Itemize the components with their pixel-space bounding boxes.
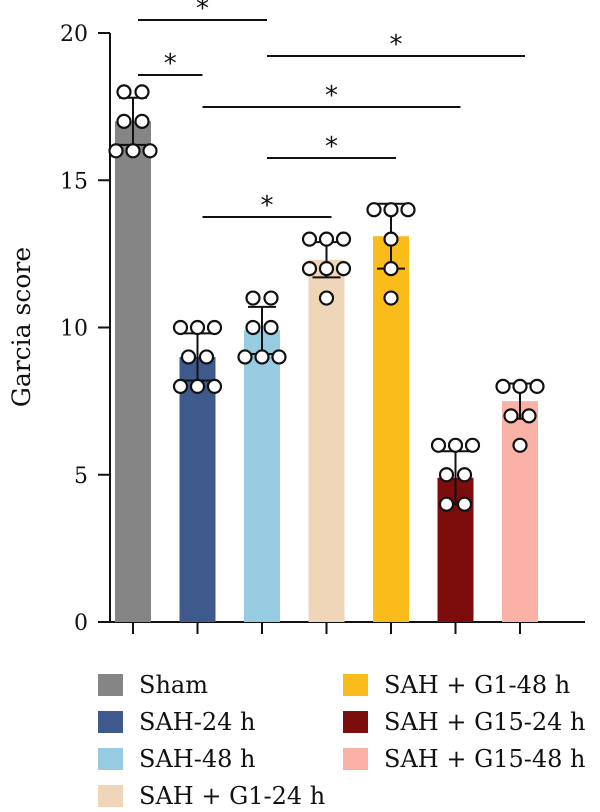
point-0-17-0 xyxy=(116,113,132,129)
bar-0 xyxy=(115,121,151,622)
point-2-10-1 xyxy=(263,319,279,336)
legend-swatch-3 xyxy=(98,785,123,807)
point-4-11-0 xyxy=(383,290,399,306)
point-4-14-0 xyxy=(366,202,382,218)
y-axis-label: Garcia score xyxy=(7,247,36,407)
point-5-5-1 xyxy=(456,467,473,483)
point-3-13-1 xyxy=(318,231,335,247)
point-5-5-0 xyxy=(438,467,455,483)
y-tick-label-0: 0 xyxy=(74,611,88,636)
y-tick-label-3: 15 xyxy=(60,169,88,194)
point-3-12-2 xyxy=(335,261,352,277)
significance-brackets: * * * * * * xyxy=(138,0,525,221)
significance-label-0: * xyxy=(196,0,209,24)
bars xyxy=(115,121,538,622)
y-tick-label-4: 20 xyxy=(60,22,88,47)
legend-label-4: SAH + G1-48 h xyxy=(384,671,570,699)
legend: Sham SAH-24 h SAH-48 h SAH + G1-24 h SAH + G… xyxy=(98,671,586,810)
point-1-10-1 xyxy=(189,319,206,336)
legend-swatch-4 xyxy=(343,674,368,696)
legend-swatch-1 xyxy=(98,711,123,733)
point-4-14-2 xyxy=(400,202,416,218)
point-1-8-0 xyxy=(172,378,189,394)
point-1-9-1 xyxy=(198,349,215,365)
point-3-13-0 xyxy=(301,231,318,247)
y-ticks: 0 5 10 15 20 xyxy=(60,22,110,636)
y-tick-label-2: 10 xyxy=(60,317,88,342)
point-1-8-2 xyxy=(206,378,223,394)
significance-label-2: * xyxy=(390,30,403,60)
point-2-11-1 xyxy=(263,290,279,306)
point-3-11-0 xyxy=(318,290,335,306)
point-0-17-1 xyxy=(134,113,150,129)
y-tick-label-1: 5 xyxy=(74,464,88,489)
bar-1 xyxy=(179,356,216,622)
point-6-7-1 xyxy=(521,408,537,424)
significance-label-1: * xyxy=(164,49,177,79)
point-5-6-1 xyxy=(447,437,464,453)
point-4-12-0 xyxy=(383,261,399,277)
point-2-9-1 xyxy=(254,349,270,365)
point-6-8-1 xyxy=(512,378,528,394)
point-1-10-0 xyxy=(172,319,189,336)
point-6-6-0 xyxy=(512,437,528,453)
legend-swatch-0 xyxy=(98,674,123,696)
bar-3 xyxy=(308,259,345,622)
point-4-13-0 xyxy=(383,231,399,247)
point-2-11-0 xyxy=(245,290,261,306)
point-6-8-2 xyxy=(529,378,545,394)
point-0-18-0 xyxy=(116,84,132,100)
legend-label-5: SAH + G15-24 h xyxy=(384,708,586,736)
point-6-8-0 xyxy=(495,378,511,394)
point-2-9-2 xyxy=(271,349,287,365)
bar-2 xyxy=(244,330,280,622)
data-points xyxy=(108,84,545,512)
point-5-6-2 xyxy=(464,437,481,453)
legend-swatch-5 xyxy=(343,711,368,733)
legend-swatch-6 xyxy=(343,748,368,770)
point-3-12-0 xyxy=(301,261,318,277)
point-5-4-0 xyxy=(438,496,455,512)
legend-label-3: SAH + G1-24 h xyxy=(139,782,325,810)
point-5-6-0 xyxy=(430,437,447,453)
point-1-8-1 xyxy=(189,378,206,394)
point-0-18-1 xyxy=(134,84,150,100)
point-1-9-0 xyxy=(180,349,197,365)
point-6-7-0 xyxy=(503,408,519,424)
point-3-13-2 xyxy=(335,231,352,247)
legend-swatch-2 xyxy=(98,748,123,770)
point-2-10-0 xyxy=(245,319,261,336)
legend-label-1: SAH-24 h xyxy=(139,708,255,736)
point-0-16-0 xyxy=(108,143,124,159)
significance-label-3: * xyxy=(325,81,338,111)
legend-label-2: SAH-48 h xyxy=(139,745,255,773)
point-4-14-1 xyxy=(383,202,399,218)
significance-label-4: * xyxy=(325,132,338,162)
legend-label-0: Sham xyxy=(139,671,208,699)
point-5-4-1 xyxy=(456,496,473,512)
significance-label-5: * xyxy=(261,191,274,221)
bar-6 xyxy=(502,401,538,622)
x-ticks xyxy=(132,622,521,634)
point-0-16-2 xyxy=(142,143,158,159)
point-2-9-0 xyxy=(237,349,253,365)
point-3-12-1 xyxy=(318,261,335,277)
point-0-16-1 xyxy=(125,143,141,159)
point-1-10-2 xyxy=(206,319,223,336)
legend-label-6: SAH + G15-48 h xyxy=(384,745,586,773)
